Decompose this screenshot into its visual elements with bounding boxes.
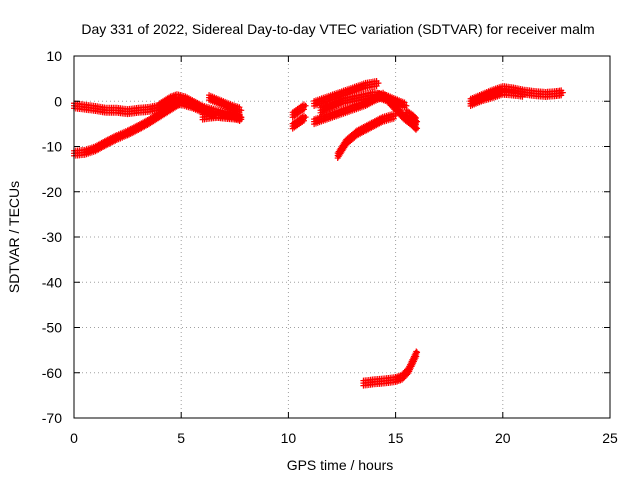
data-point: [375, 80, 382, 87]
x-tick-label: 0: [70, 430, 78, 446]
x-axis-label: GPS time / hours: [287, 457, 394, 473]
y-tick-label: -10: [42, 139, 62, 155]
series-arc-n: [360, 348, 421, 389]
y-tick-label: -40: [42, 274, 62, 290]
data-point: [302, 114, 309, 121]
y-tick-label: -70: [42, 410, 62, 426]
data-point: [238, 116, 245, 123]
y-tick-label: 0: [54, 93, 62, 109]
axis-ticks: 0 5 10 15 20 25 -70 -60 -50 -40 -30 -20 -10 0 10: [42, 48, 618, 446]
series-arc-g: [289, 112, 309, 132]
x-tick-label: 5: [177, 430, 185, 446]
y-axis-label: SDTVAR / TECUs: [6, 181, 22, 293]
data-point: [414, 118, 421, 125]
x-tick-label: 20: [495, 430, 511, 446]
series-arc-e: [206, 92, 245, 116]
data-point: [238, 107, 245, 114]
series-arc-p: [467, 86, 528, 110]
x-tick-label: 15: [388, 430, 404, 446]
data-point: [404, 371, 411, 378]
data-point: [413, 353, 420, 360]
y-tick-label: -50: [42, 320, 62, 336]
chart-title: Day 331 of 2022, Sidereal Day-to-day VTE…: [81, 21, 594, 37]
x-tick-label: 25: [602, 430, 618, 446]
data-point: [412, 119, 419, 126]
series-arc-f: [289, 101, 309, 121]
series-arc-m: [334, 110, 399, 162]
y-tick-label: -30: [42, 229, 62, 245]
series-arc-d: [199, 109, 245, 125]
y-tick-label: -20: [42, 184, 62, 200]
data-point: [521, 91, 528, 98]
data-point: [176, 101, 183, 108]
data-point: [392, 112, 399, 119]
data-point: [300, 117, 307, 124]
data-point: [302, 102, 309, 109]
series-arc-l: [403, 107, 421, 126]
data-point: [300, 106, 307, 113]
data-point: [414, 349, 421, 356]
y-tick-label: -60: [42, 365, 62, 381]
data-point: [414, 125, 421, 132]
data-point: [559, 89, 566, 96]
data-point: [412, 126, 419, 133]
y-tick-label: 10: [46, 48, 62, 64]
data-points: [71, 77, 566, 389]
x-tick-label: 10: [281, 430, 297, 446]
series-arc-h: [311, 77, 382, 110]
data-point: [390, 115, 397, 122]
